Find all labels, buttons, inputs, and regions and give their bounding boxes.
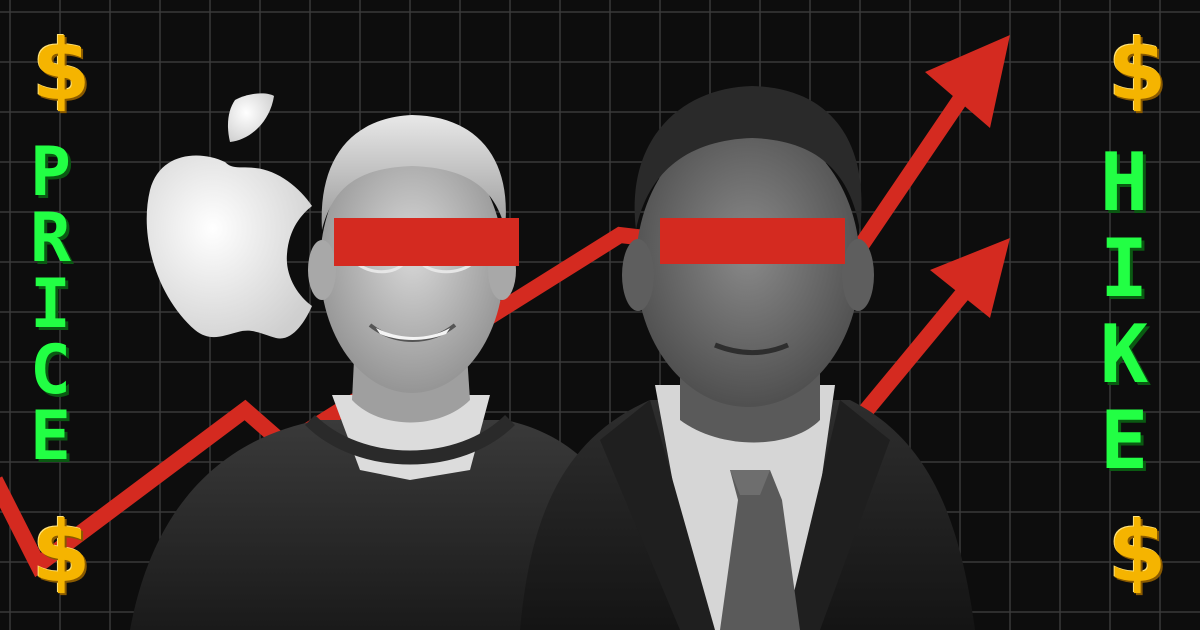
dollar-sign-bottom-left: $ xyxy=(32,503,91,601)
letter: E xyxy=(1100,394,1149,487)
main-trend-arrow-head xyxy=(925,35,1010,128)
vertical-word-hike: H I K E xyxy=(1100,140,1148,484)
letter: R xyxy=(30,199,71,278)
second-trend-arrow-line xyxy=(843,279,977,436)
letter: C xyxy=(30,331,71,410)
vertical-word-price: P R I C E xyxy=(30,133,71,476)
dollar-sign-top-left: $ xyxy=(32,21,91,119)
dollar-sign-top-right: $ xyxy=(1108,21,1167,119)
letter: E xyxy=(30,397,71,476)
letter: I xyxy=(30,265,71,344)
left-eye-censor-bar xyxy=(334,218,519,266)
letter: K xyxy=(1100,308,1149,401)
second-trend-arrow-head xyxy=(930,238,1010,318)
dollar-sign-bottom-right: $ xyxy=(1108,503,1167,601)
letter: H xyxy=(1100,136,1149,229)
letter: P xyxy=(30,133,71,212)
right-eye-censor-bar xyxy=(660,218,845,264)
letter: I xyxy=(1100,222,1149,315)
